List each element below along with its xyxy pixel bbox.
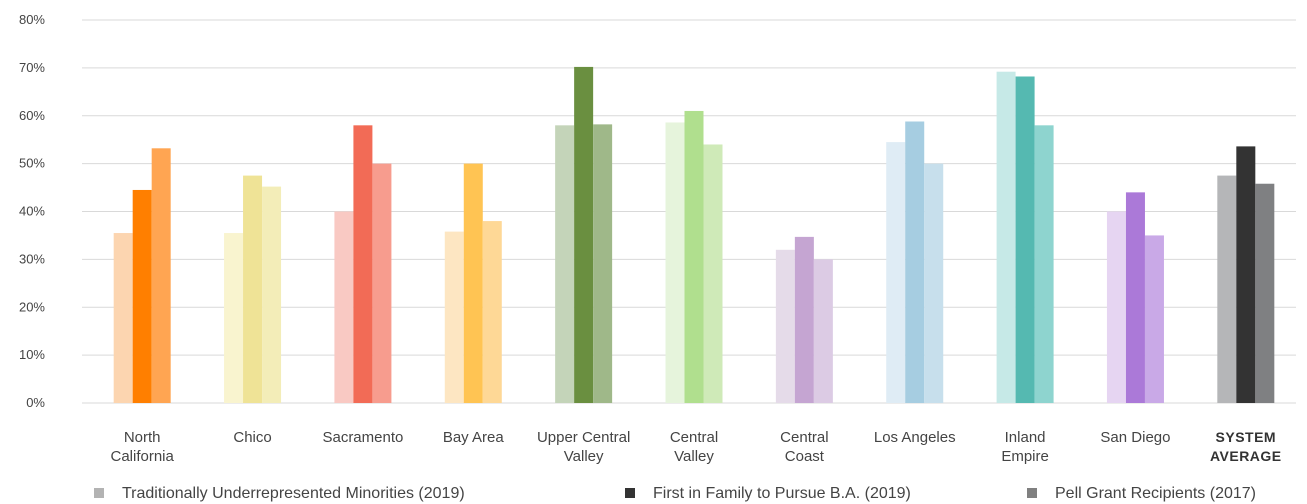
x-tick-label: Sacramento <box>322 429 403 446</box>
x-axis-labels: North California Chico Sacramento Bay Area Up… <box>110 429 1281 465</box>
bar <box>1144 235 1164 403</box>
bar <box>924 163 944 403</box>
bar <box>1255 183 1275 403</box>
bar <box>665 122 685 403</box>
bar <box>463 163 483 403</box>
x-tick-label: Valley <box>564 448 604 465</box>
bar <box>372 163 392 403</box>
x-tick-label: Empire <box>1001 448 1049 465</box>
bar <box>1106 211 1126 403</box>
bar <box>703 144 723 403</box>
bar <box>1236 146 1256 403</box>
bar <box>775 249 795 403</box>
y-tick-label: 70% <box>19 60 45 75</box>
bar <box>794 236 814 403</box>
x-tick-label: Valley <box>674 448 714 465</box>
y-tick-label: 10% <box>19 347 45 362</box>
x-tick-label: Los Angeles <box>874 429 956 446</box>
x-tick-label: AVERAGE <box>1210 448 1282 464</box>
x-tick-label: Chico <box>233 429 271 446</box>
bar <box>262 186 282 403</box>
bar <box>482 221 502 403</box>
legend-label: Traditionally Underrepresented Minoritie… <box>122 485 465 502</box>
x-tick-label: Central <box>670 429 718 446</box>
bar <box>334 211 354 403</box>
legend-swatch <box>94 488 104 498</box>
bar <box>813 259 833 403</box>
legend-swatch <box>1027 488 1037 498</box>
bar <box>1015 76 1035 404</box>
bar <box>243 175 263 403</box>
y-tick-label: 40% <box>19 204 45 219</box>
bar <box>353 125 373 403</box>
y-tick-label: 0% <box>26 395 45 410</box>
bar <box>905 121 925 404</box>
bar <box>996 71 1016 403</box>
bar <box>684 110 704 404</box>
legend-swatch <box>625 488 635 498</box>
bars <box>113 66 1275 404</box>
legend-label: First in Family to Pursue B.A. (2019) <box>653 485 911 502</box>
bar <box>224 233 244 403</box>
bar <box>444 231 464 403</box>
bar <box>1125 192 1145 403</box>
bar <box>1217 175 1237 403</box>
bar <box>132 189 152 403</box>
y-tick-label: 60% <box>19 108 45 123</box>
bar <box>555 125 575 403</box>
bar <box>151 148 171 403</box>
bar <box>574 66 594 403</box>
x-tick-label: California <box>110 448 174 465</box>
x-tick-label: Inland <box>1005 429 1046 446</box>
bar <box>593 124 613 404</box>
y-tick-label: 50% <box>19 156 45 171</box>
x-tick-label: Bay Area <box>443 429 505 446</box>
bar <box>113 233 133 403</box>
x-tick-label: Coast <box>785 448 825 465</box>
legend: Traditionally Underrepresented Minoritie… <box>94 485 1256 502</box>
x-tick-label: SYSTEM <box>1216 429 1277 445</box>
y-tick-label: 30% <box>19 251 45 266</box>
y-tick-label: 80% <box>19 12 45 27</box>
y-tick-label: 20% <box>19 299 45 314</box>
x-tick-label: Upper Central <box>537 429 630 446</box>
bar <box>1034 125 1054 403</box>
x-tick-label: San Diego <box>1100 429 1170 446</box>
legend-label: Pell Grant Recipients (2017) <box>1055 485 1256 502</box>
x-tick-label: North <box>124 429 161 446</box>
bar <box>886 142 906 404</box>
y-axis-ticks: 0% 10% 20% 30% 40% 50% 60% 70% 80% <box>19 12 45 410</box>
x-tick-label: Central <box>780 429 828 446</box>
